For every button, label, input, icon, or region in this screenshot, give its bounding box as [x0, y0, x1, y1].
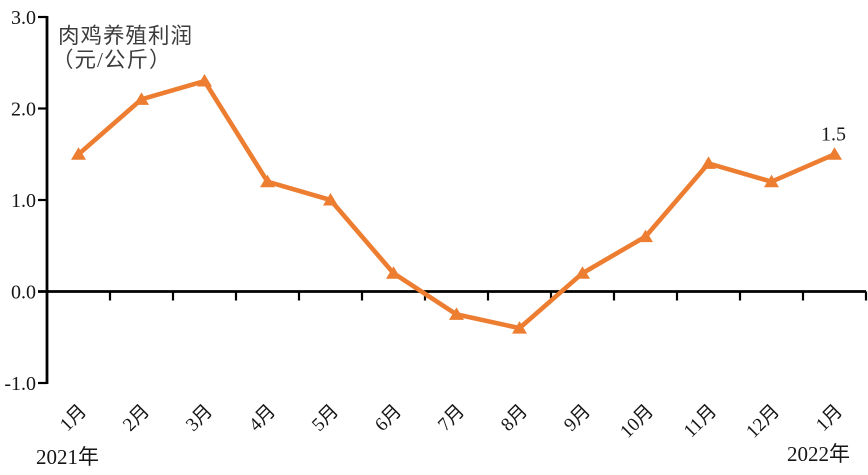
x-tick-label: 6月	[371, 401, 406, 436]
triangle-marker	[449, 307, 464, 320]
triangle-marker	[71, 147, 86, 160]
triangle-marker	[134, 92, 149, 105]
x-tick-label: 11月	[680, 401, 721, 442]
triangle-marker	[638, 229, 653, 243]
x-tick-label: 7月	[434, 401, 469, 436]
y-axis: 3.0 2.0 1.0 0.0 -1.0	[4, 7, 49, 395]
triangle-marker	[323, 193, 338, 206]
line-series	[71, 74, 842, 334]
triangle-marker	[575, 266, 590, 279]
triangle-marker	[386, 266, 401, 279]
chart-title-line1: 肉鸡养殖利润	[58, 24, 193, 48]
x-tick-label: 5月	[308, 401, 343, 436]
chart-title-line2: （元/公斤）	[52, 48, 171, 72]
x-tick-label: 3月	[182, 401, 217, 436]
x-tick-label: 9月	[560, 401, 595, 436]
triangle-marker	[512, 321, 527, 334]
y-tick-label: -1.0	[4, 373, 36, 395]
x-tick-label: 1月	[812, 401, 847, 436]
triangle-marker	[260, 174, 275, 188]
y-tick-label: 3.0	[11, 7, 36, 29]
triangle-marker	[701, 156, 716, 169]
triangle-marker	[197, 74, 212, 87]
last-point-data-label: 1.5	[821, 123, 846, 145]
x-tick-label: 1月	[56, 401, 91, 436]
triangle-marker	[764, 174, 779, 188]
x-tick-label: 2月	[119, 401, 154, 436]
x-tick-label: 8月	[497, 401, 532, 436]
x-tick-label: 4月	[245, 401, 280, 436]
x-tick-label: 10月	[616, 401, 658, 443]
year-label-start: 2021年	[36, 445, 99, 469]
triangle-marker	[827, 147, 842, 160]
year-label-end: 2022年	[787, 442, 850, 466]
y-tick-label: 1.0	[11, 190, 36, 212]
y-tick-label: 0.0	[11, 282, 36, 304]
x-tick-label: 12月	[742, 401, 784, 443]
y-tick-label: 2.0	[11, 99, 36, 121]
